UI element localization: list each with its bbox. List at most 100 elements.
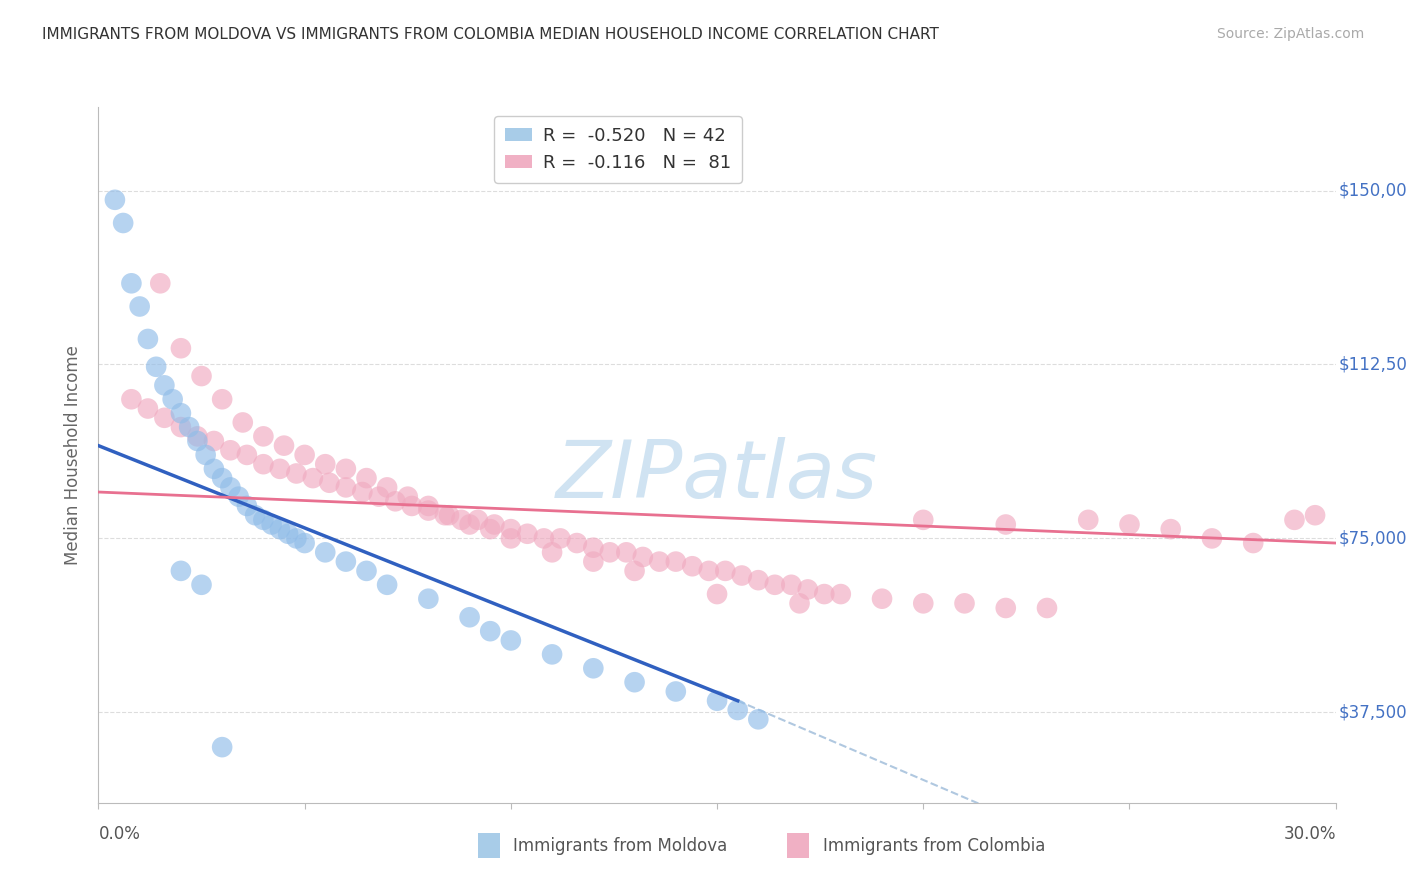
Point [314,457,336,471]
Point [1118,517,1140,532]
Point [565,536,588,550]
Point [145,359,167,374]
Text: $150,000: $150,000 [1339,182,1406,200]
Point [190,369,212,384]
Point [211,392,233,407]
Point [623,564,645,578]
Point [294,536,316,550]
Text: Source: ZipAtlas.com: Source: ZipAtlas.com [1216,27,1364,41]
Point [813,587,835,601]
Point [479,624,502,639]
Point [269,522,291,536]
Point [170,406,193,420]
Text: $112,500: $112,500 [1339,356,1406,374]
Point [1160,522,1182,536]
Point [314,545,336,559]
Point [128,300,150,314]
Point [418,499,440,513]
Point [384,494,406,508]
Point [458,517,481,532]
Point [516,526,538,541]
Point [170,564,193,578]
Point [243,508,266,523]
Text: Immigrants from Moldova: Immigrants from Moldova [513,837,727,855]
Point [294,448,316,462]
Point [681,559,703,574]
Point [994,601,1017,615]
Point [335,462,357,476]
Point [550,532,572,546]
Point [252,457,274,471]
Point [356,564,378,578]
Point [747,712,769,726]
Point [269,462,291,476]
Point [179,420,201,434]
Text: 30.0%: 30.0% [1284,825,1336,843]
Point [541,648,564,662]
Point [582,661,605,675]
Point [499,633,522,648]
Point [789,596,811,610]
Point [211,740,233,755]
Text: $75,000: $75,000 [1339,530,1406,548]
Point [375,578,398,592]
Text: $37,500: $37,500 [1339,704,1406,722]
Point [236,448,259,462]
Point [450,513,472,527]
Point [112,216,135,230]
Point [219,443,242,458]
Point [467,513,489,527]
Point [367,490,389,504]
Point [830,587,852,601]
Point [202,434,225,448]
Point [1241,536,1264,550]
Point [1036,601,1059,615]
Point [1284,513,1306,527]
Point [170,341,193,355]
Point [252,429,274,443]
Point [356,471,378,485]
Point [219,480,242,494]
Point [437,508,460,523]
Point [582,555,605,569]
Point [747,573,769,587]
Point [499,522,522,536]
Point [623,675,645,690]
Point [912,513,935,527]
Point [149,277,172,291]
Point [277,526,299,541]
Point [375,480,398,494]
Point [994,517,1017,532]
Point [396,490,419,504]
Point [335,555,357,569]
Point [260,517,283,532]
Point [236,499,259,513]
Point [162,392,184,407]
Point [912,596,935,610]
Point [418,503,440,517]
Point [614,545,637,559]
Point [479,522,502,536]
Point [120,392,142,407]
Point [433,508,456,523]
Point [697,564,720,578]
Point [953,596,976,610]
Text: ZIPatlas: ZIPatlas [555,437,879,515]
Point [211,471,233,485]
Point [631,549,654,564]
Text: Immigrants from Colombia: Immigrants from Colombia [823,837,1045,855]
Text: IMMIGRANTS FROM MOLDOVA VS IMMIGRANTS FROM COLOMBIA MEDIAN HOUSEHOLD INCOME CORR: IMMIGRANTS FROM MOLDOVA VS IMMIGRANTS FR… [42,27,939,42]
Point [285,467,308,481]
Point [335,480,357,494]
Point [418,591,440,606]
Point [499,532,522,546]
Point [352,485,374,500]
Point [780,578,803,592]
Point [714,564,737,578]
Point [285,532,308,546]
Point [706,587,728,601]
Point [401,499,423,513]
Point [1201,532,1223,546]
Point [870,591,893,606]
Point [1077,513,1099,527]
